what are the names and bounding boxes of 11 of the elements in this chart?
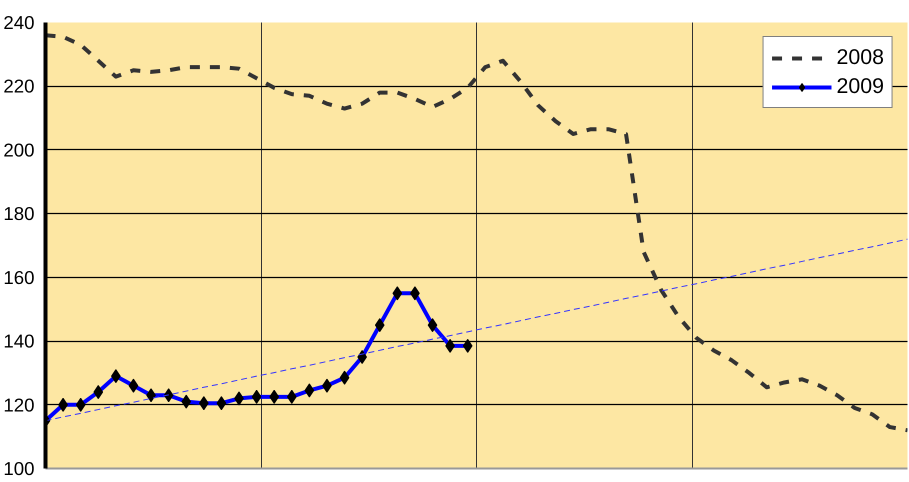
legend-label: 2009 (836, 74, 884, 99)
y-tick-label: 140 (3, 330, 35, 352)
y-tick-label: 120 (3, 394, 35, 416)
legend-label: 2008 (836, 45, 884, 70)
y-tick-label: 200 (3, 139, 35, 160)
y-tick-label: 160 (3, 266, 35, 288)
y-tick-label: 180 (3, 203, 35, 224)
y-tick-label: 100 (3, 458, 35, 479)
y-tick-label: 240 (3, 12, 35, 33)
y-tick-label: 220 (3, 76, 35, 97)
line-series (46, 238, 908, 422)
